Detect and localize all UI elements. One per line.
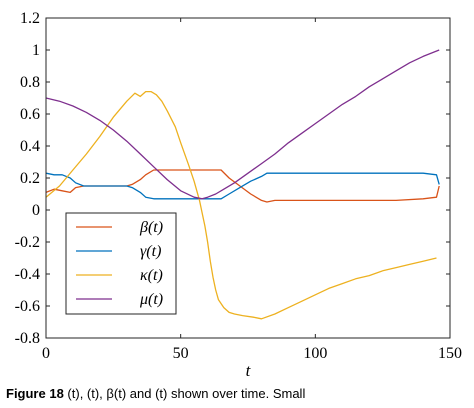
series-line-2	[45, 172, 440, 200]
series-line-3	[45, 90, 437, 320]
x-tick-label: 0	[42, 345, 50, 362]
legend-label-2: γ(t)	[140, 243, 161, 260]
y-tick-label: -0.2	[15, 234, 40, 251]
figure-caption: Figure 18 (t), (t), β(t) and (t) shown o…	[6, 386, 472, 406]
legend-label-1: β(t)	[139, 219, 163, 236]
y-tick-label: -0.8	[15, 330, 40, 347]
line-chart: 0 50 100 150 -0.8 -0.6 -0.4 -0.2 0 0.2 0.4 0.6 0.8 1 1…	[15, 10, 462, 380]
y-tick-label: 0.4	[20, 138, 40, 155]
y-tick-label: -0.4	[15, 266, 40, 283]
series-line-4	[45, 49, 440, 200]
y-tick-label: 0	[32, 202, 40, 219]
y-tick-label: 0.6	[20, 106, 40, 123]
y-tick-label: 0.8	[20, 74, 40, 91]
legend: β(t) γ(t) κ(t) μ(t)	[65, 212, 177, 315]
y-tick-label: 1	[32, 42, 40, 59]
y-tick-label: 1.2	[20, 10, 40, 27]
y-tick-label: 0.2	[20, 170, 40, 187]
legend-label-4: μ(t)	[139, 291, 163, 308]
x-tick-label: 50	[173, 345, 189, 362]
x-axis-label: t	[246, 361, 252, 380]
x-tick-label: 100	[303, 345, 327, 362]
figure-caption-label: Figure 18	[6, 386, 64, 401]
x-tick-label: 150	[438, 345, 462, 362]
legend-box	[65, 212, 177, 315]
figure-caption-text: (t), (t), β(t) and (t) shown over time. …	[67, 386, 306, 401]
legend-label-3: κ(t)	[140, 267, 163, 284]
y-tick-label: -0.6	[15, 298, 40, 315]
